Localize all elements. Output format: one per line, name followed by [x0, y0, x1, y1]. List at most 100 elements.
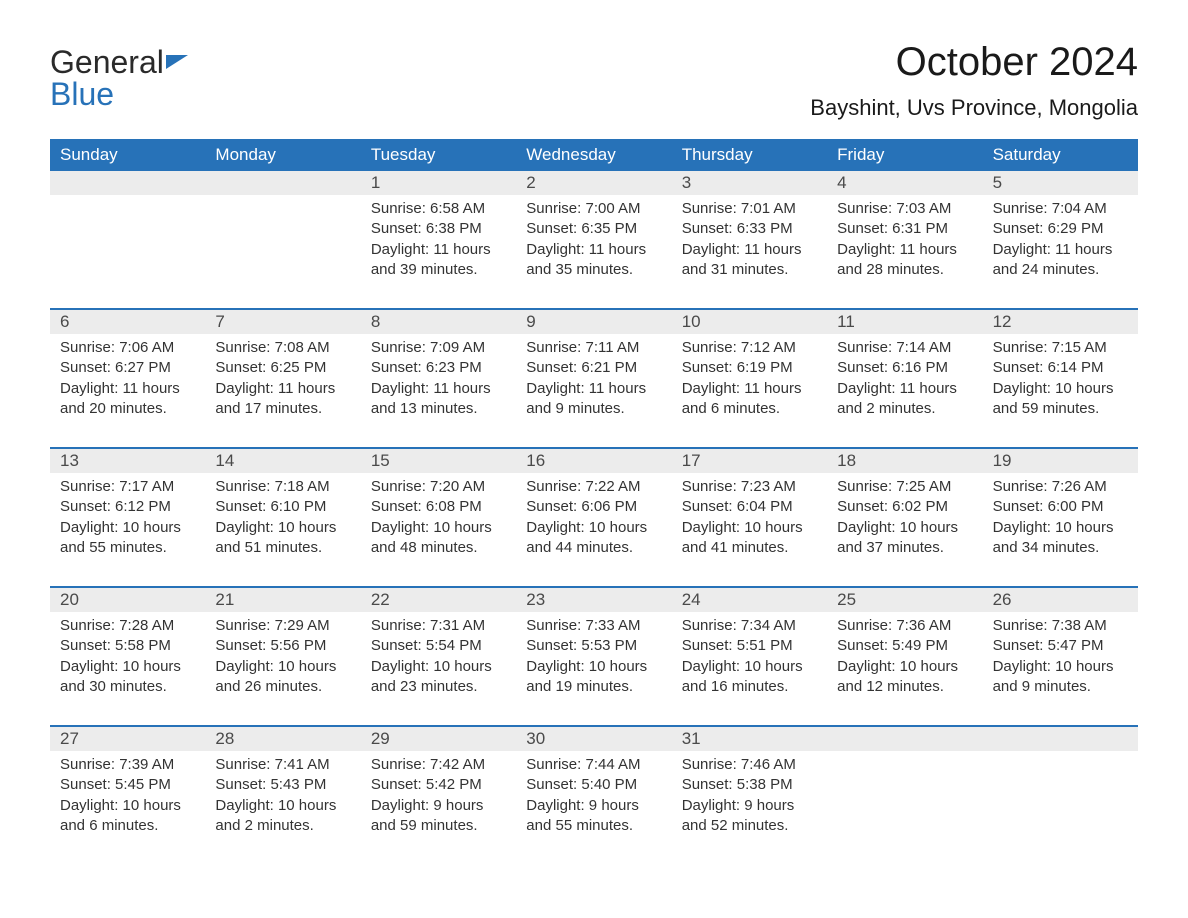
day-daylight2: and 13 minutes.: [371, 399, 506, 419]
day-sunset: Sunset: 6:14 PM: [993, 358, 1128, 378]
day-daylight1: Daylight: 11 hours: [682, 379, 817, 399]
daynum-cell: 29: [361, 727, 516, 751]
day-sunrise: Sunrise: 7:46 AM: [682, 755, 817, 775]
day-sunset: Sunset: 5:54 PM: [371, 636, 506, 656]
day-daylight2: and 26 minutes.: [215, 677, 350, 697]
day-daylight1: Daylight: 10 hours: [215, 796, 350, 816]
calendar: SundayMondayTuesdayWednesdayThursdayFrid…: [50, 139, 1138, 864]
weekday-cell: Friday: [827, 139, 982, 171]
day-content: Sunrise: 7:15 AMSunset: 6:14 PMDaylight:…: [983, 334, 1138, 419]
day-content: Sunrise: 7:42 AMSunset: 5:42 PMDaylight:…: [361, 751, 516, 836]
day-content: Sunrise: 7:41 AMSunset: 5:43 PMDaylight:…: [205, 751, 360, 836]
day-sunset: Sunset: 6:16 PM: [837, 358, 972, 378]
day-daylight1: Daylight: 10 hours: [526, 518, 661, 538]
day-content: Sunrise: 7:44 AMSunset: 5:40 PMDaylight:…: [516, 751, 671, 836]
day-daylight1: Daylight: 10 hours: [682, 657, 817, 677]
daynum-bar: 12345: [50, 171, 1138, 195]
logo: General Blue: [50, 40, 188, 110]
day-daylight1: Daylight: 10 hours: [993, 657, 1128, 677]
day-content: Sunrise: 7:31 AMSunset: 5:54 PMDaylight:…: [361, 612, 516, 697]
daynum-bar: 2728293031: [50, 727, 1138, 751]
day-daylight1: Daylight: 11 hours: [526, 240, 661, 260]
daynum-cell: 3: [672, 171, 827, 195]
weekday-cell: Sunday: [50, 139, 205, 171]
weeks-container: 12345Sunrise: 6:58 AMSunset: 6:38 PMDayl…: [50, 171, 1138, 864]
day-content: Sunrise: 7:18 AMSunset: 6:10 PMDaylight:…: [205, 473, 360, 558]
week-block: 6789101112Sunrise: 7:06 AMSunset: 6:27 P…: [50, 308, 1138, 447]
day-daylight1: Daylight: 11 hours: [60, 379, 195, 399]
day-daylight2: and 2 minutes.: [837, 399, 972, 419]
day-daylight1: Daylight: 9 hours: [371, 796, 506, 816]
day-daylight2: and 30 minutes.: [60, 677, 195, 697]
day-sunset: Sunset: 5:38 PM: [682, 775, 817, 795]
day-daylight2: and 55 minutes.: [526, 816, 661, 836]
day-daylight2: and 39 minutes.: [371, 260, 506, 280]
day-daylight1: Daylight: 11 hours: [371, 379, 506, 399]
weekday-cell: Tuesday: [361, 139, 516, 171]
day-content: Sunrise: 7:34 AMSunset: 5:51 PMDaylight:…: [672, 612, 827, 697]
day-sunset: Sunset: 6:29 PM: [993, 219, 1128, 239]
day-daylight1: Daylight: 11 hours: [371, 240, 506, 260]
day-content: Sunrise: 7:09 AMSunset: 6:23 PMDaylight:…: [361, 334, 516, 419]
day-sunrise: Sunrise: 7:09 AM: [371, 338, 506, 358]
daynum-cell: 20: [50, 588, 205, 612]
day-daylight2: and 6 minutes.: [60, 816, 195, 836]
day-sunrise: Sunrise: 7:20 AM: [371, 477, 506, 497]
daynum-cell: 26: [983, 588, 1138, 612]
month-title: October 2024: [810, 40, 1138, 85]
day-sunset: Sunset: 6:23 PM: [371, 358, 506, 378]
day-content: Sunrise: 7:28 AMSunset: 5:58 PMDaylight:…: [50, 612, 205, 697]
day-sunrise: Sunrise: 7:17 AM: [60, 477, 195, 497]
day-sunset: Sunset: 5:56 PM: [215, 636, 350, 656]
day-daylight2: and 34 minutes.: [993, 538, 1128, 558]
daynum-cell: [827, 727, 982, 751]
day-content: [205, 195, 360, 280]
daynum-cell: 21: [205, 588, 360, 612]
weekday-cell: Saturday: [983, 139, 1138, 171]
day-content: Sunrise: 7:46 AMSunset: 5:38 PMDaylight:…: [672, 751, 827, 836]
daynum-cell: 22: [361, 588, 516, 612]
daynum-cell: 25: [827, 588, 982, 612]
content-row: Sunrise: 6:58 AMSunset: 6:38 PMDaylight:…: [50, 195, 1138, 308]
weekday-header-row: SundayMondayTuesdayWednesdayThursdayFrid…: [50, 139, 1138, 171]
day-sunrise: Sunrise: 7:22 AM: [526, 477, 661, 497]
day-daylight1: Daylight: 10 hours: [60, 796, 195, 816]
daynum-cell: 31: [672, 727, 827, 751]
day-sunrise: Sunrise: 7:01 AM: [682, 199, 817, 219]
weekday-cell: Monday: [205, 139, 360, 171]
day-content: Sunrise: 7:06 AMSunset: 6:27 PMDaylight:…: [50, 334, 205, 419]
day-sunset: Sunset: 6:31 PM: [837, 219, 972, 239]
day-daylight2: and 19 minutes.: [526, 677, 661, 697]
day-sunset: Sunset: 6:25 PM: [215, 358, 350, 378]
day-sunrise: Sunrise: 7:36 AM: [837, 616, 972, 636]
day-sunrise: Sunrise: 7:11 AM: [526, 338, 661, 358]
daynum-cell: 28: [205, 727, 360, 751]
daynum-bar: 13141516171819: [50, 449, 1138, 473]
day-daylight2: and 55 minutes.: [60, 538, 195, 558]
daynum-cell: 6: [50, 310, 205, 334]
day-sunrise: Sunrise: 7:14 AM: [837, 338, 972, 358]
day-sunrise: Sunrise: 7:42 AM: [371, 755, 506, 775]
day-daylight2: and 44 minutes.: [526, 538, 661, 558]
day-daylight1: Daylight: 11 hours: [526, 379, 661, 399]
logo-blue: Blue: [50, 76, 114, 112]
day-content: Sunrise: 7:11 AMSunset: 6:21 PMDaylight:…: [516, 334, 671, 419]
day-content: [827, 751, 982, 836]
logo-general: General: [50, 44, 164, 80]
day-content: Sunrise: 7:04 AMSunset: 6:29 PMDaylight:…: [983, 195, 1138, 280]
day-sunrise: Sunrise: 7:34 AM: [682, 616, 817, 636]
day-sunrise: Sunrise: 7:26 AM: [993, 477, 1128, 497]
day-sunrise: Sunrise: 7:41 AM: [215, 755, 350, 775]
day-daylight1: Daylight: 10 hours: [371, 518, 506, 538]
day-sunrise: Sunrise: 7:04 AM: [993, 199, 1128, 219]
day-sunset: Sunset: 5:43 PM: [215, 775, 350, 795]
day-daylight2: and 20 minutes.: [60, 399, 195, 419]
daynum-cell: 9: [516, 310, 671, 334]
daynum-cell: 8: [361, 310, 516, 334]
day-sunrise: Sunrise: 7:33 AM: [526, 616, 661, 636]
header: General Blue October 2024 Bayshint, Uvs …: [50, 40, 1138, 121]
day-daylight2: and 6 minutes.: [682, 399, 817, 419]
day-content: Sunrise: 7:22 AMSunset: 6:06 PMDaylight:…: [516, 473, 671, 558]
daynum-cell: 19: [983, 449, 1138, 473]
day-daylight2: and 59 minutes.: [371, 816, 506, 836]
